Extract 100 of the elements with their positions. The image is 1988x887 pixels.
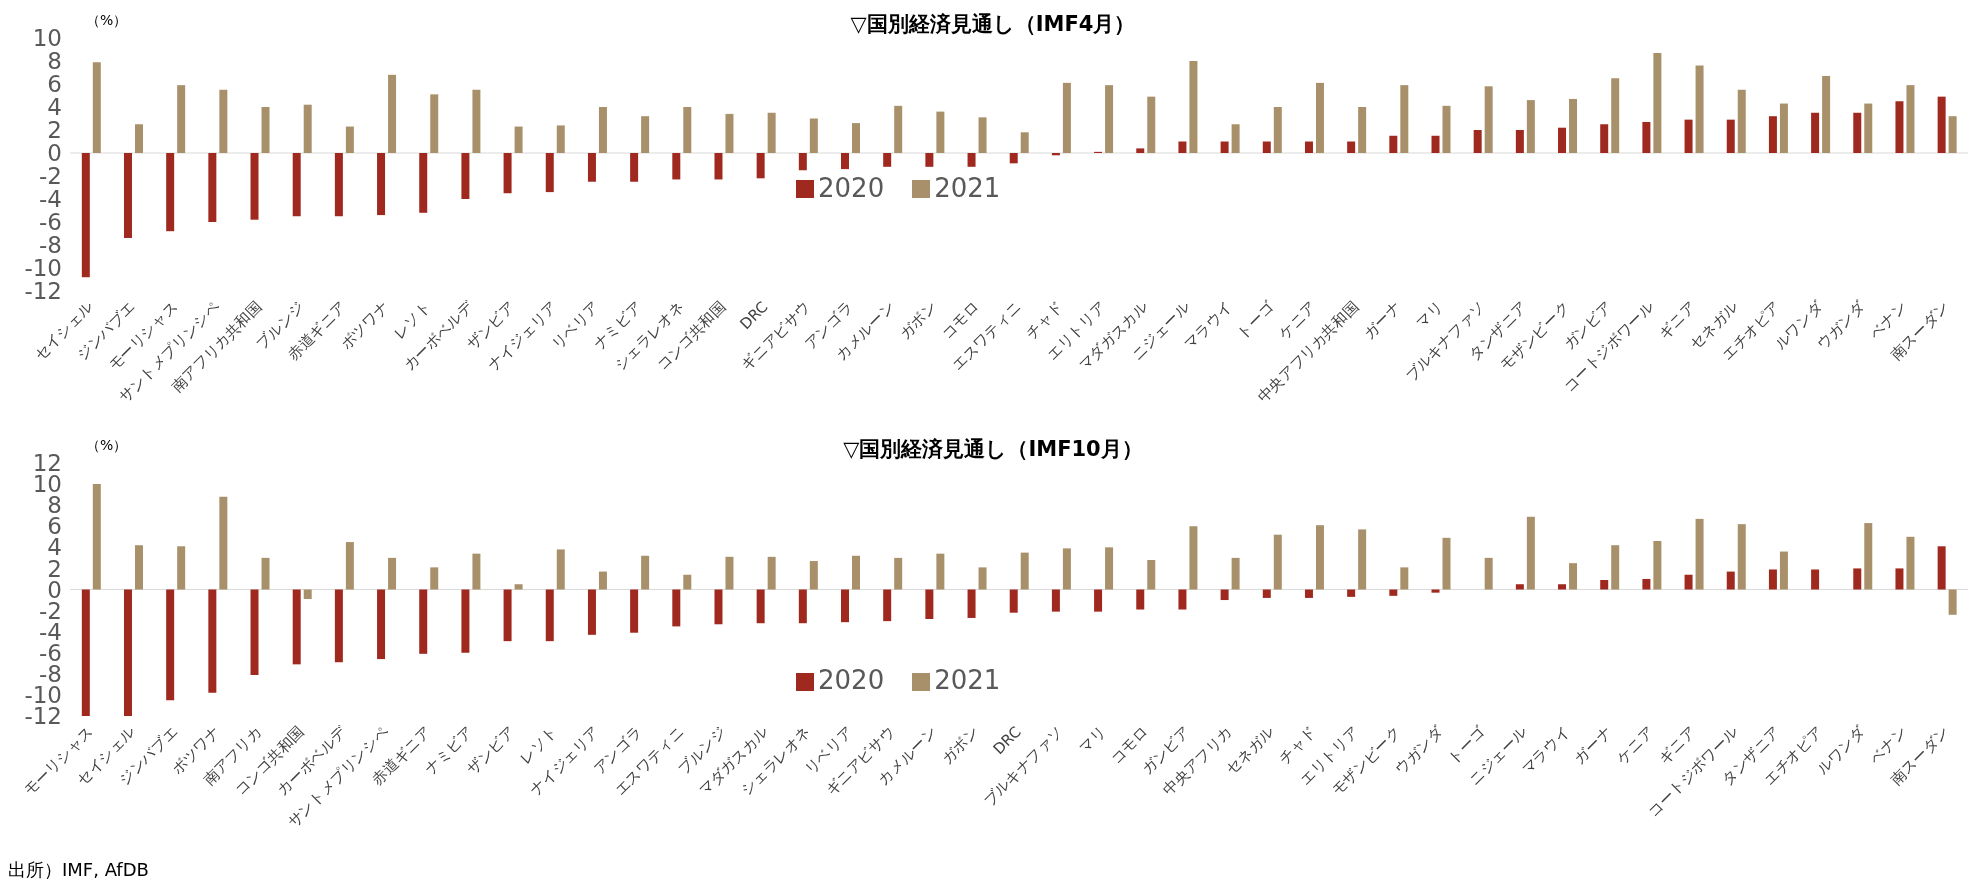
bar: [1811, 112, 1820, 153]
bar: [672, 153, 681, 180]
bar: [798, 589, 807, 624]
bar: [1737, 89, 1746, 153]
bar: [250, 153, 259, 220]
bar: [1600, 124, 1609, 153]
bar: [345, 542, 354, 590]
bar: [1906, 85, 1915, 153]
y-tick-label: -12: [24, 703, 62, 730]
bar: [1895, 101, 1904, 153]
bar: [1220, 141, 1229, 153]
bar: [334, 589, 343, 663]
bar: [883, 589, 892, 622]
bar: [1526, 516, 1535, 590]
bar: [472, 553, 481, 590]
bar: [1906, 536, 1915, 590]
bar: [1642, 578, 1651, 590]
bar: [1147, 559, 1156, 590]
bar: [1315, 82, 1324, 153]
bar: [1695, 518, 1704, 590]
bar: [725, 113, 734, 153]
bar: [1526, 100, 1535, 153]
bar: [303, 589, 312, 599]
bar: [798, 153, 807, 171]
bar: [81, 153, 90, 278]
bar: [208, 153, 217, 222]
bar: [1473, 130, 1482, 153]
bar: [545, 153, 554, 193]
bar: [1347, 589, 1356, 597]
bar: [1484, 557, 1493, 590]
bar: [1937, 96, 1946, 153]
bar: [388, 557, 397, 590]
bar: [1304, 589, 1313, 598]
bar: [377, 153, 386, 216]
x-tick-label: ガーナ: [1359, 297, 1405, 343]
bar: [250, 589, 259, 675]
bar: [1569, 563, 1578, 590]
bar: [514, 584, 523, 590]
bar: [1515, 584, 1524, 590]
bar: [767, 556, 776, 590]
bar: [587, 153, 596, 182]
bar: [1147, 96, 1156, 153]
bar: [809, 561, 818, 590]
legend-label: 2020: [818, 665, 885, 696]
bar: [261, 557, 270, 590]
x-tick-label: ガボン: [895, 297, 941, 343]
bar: [134, 545, 143, 590]
bar: [472, 89, 481, 153]
bar: [841, 153, 850, 170]
x-tick-label: ガボン: [937, 722, 983, 768]
bar: [1558, 584, 1567, 590]
bar: [852, 555, 861, 590]
bar: [1948, 589, 1957, 615]
bar: [177, 546, 186, 590]
bar: [967, 589, 976, 618]
bar: [545, 589, 554, 642]
chart-title: ▽国別経済見通し（IMF10月）: [843, 437, 1143, 461]
bar: [1653, 52, 1662, 153]
bar: [92, 484, 101, 590]
bar: [641, 116, 650, 153]
bar: [978, 567, 987, 590]
bar: [1262, 589, 1271, 598]
bar: [936, 553, 945, 590]
bar: [1611, 545, 1620, 590]
bar: [1315, 525, 1324, 590]
bar: [1062, 82, 1071, 153]
bar: [1779, 103, 1788, 153]
bar: [767, 112, 776, 153]
bar: [261, 107, 270, 153]
bar: [177, 85, 186, 153]
bar: [587, 589, 596, 635]
bar: [1051, 589, 1060, 612]
bar: [641, 555, 650, 590]
bar: [925, 589, 934, 620]
bar: [1768, 569, 1777, 590]
bar: [1811, 569, 1820, 590]
bar: [894, 557, 903, 590]
bar: [672, 589, 681, 627]
bar: [1347, 141, 1356, 153]
bar: [598, 571, 607, 590]
bar: [1895, 568, 1904, 590]
bar: [123, 589, 132, 716]
bar: [514, 126, 523, 153]
bar: [936, 111, 945, 153]
bar: [630, 589, 639, 633]
bar: [419, 589, 428, 654]
bar: [809, 118, 818, 153]
bar: [978, 117, 987, 153]
bar: [683, 574, 692, 590]
bar: [714, 153, 723, 180]
chart-title: ▽国別経済見通し（IMF4月）: [850, 12, 1136, 36]
bar: [967, 153, 976, 167]
bar: [1189, 61, 1198, 153]
bar: [756, 153, 765, 179]
bar: [883, 153, 892, 167]
bar: [388, 74, 397, 153]
x-tick-label: トーゴ: [1233, 297, 1279, 343]
bar: [1009, 153, 1018, 164]
bar: [1779, 551, 1788, 590]
bar: [503, 153, 512, 194]
